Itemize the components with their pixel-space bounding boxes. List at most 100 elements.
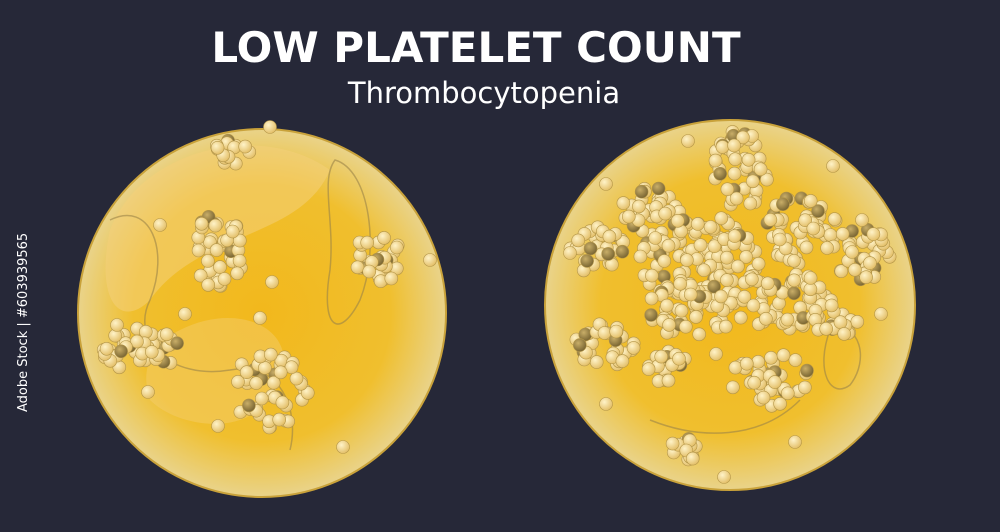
platelet bbox=[626, 341, 641, 355]
platelet bbox=[249, 376, 264, 390]
platelet bbox=[275, 395, 290, 410]
platelet bbox=[654, 349, 669, 364]
platelet bbox=[837, 327, 852, 341]
platelet bbox=[272, 412, 287, 427]
platelet bbox=[658, 206, 673, 221]
plasma-outline bbox=[326, 159, 371, 325]
platelet bbox=[210, 141, 225, 155]
platelet bbox=[787, 253, 801, 268]
platelet bbox=[739, 356, 754, 371]
platelet bbox=[657, 254, 672, 268]
platelet bbox=[589, 355, 604, 369]
platelet bbox=[717, 470, 731, 484]
platelet bbox=[736, 130, 750, 145]
platelet bbox=[760, 172, 774, 187]
platelet bbox=[788, 435, 802, 449]
platelet bbox=[289, 371, 304, 386]
platelet bbox=[201, 254, 215, 268]
platelet bbox=[803, 271, 818, 285]
platelet bbox=[599, 177, 613, 191]
platelet bbox=[820, 241, 834, 255]
platelet bbox=[665, 436, 680, 451]
platelet bbox=[745, 272, 759, 287]
platelet bbox=[673, 276, 688, 291]
platelet bbox=[697, 263, 711, 278]
platelet bbox=[799, 240, 814, 255]
platelet bbox=[273, 365, 288, 380]
platelet bbox=[242, 398, 256, 413]
plasma-outline bbox=[649, 399, 801, 434]
platelet bbox=[718, 319, 733, 334]
platelet bbox=[756, 390, 771, 405]
platelet bbox=[263, 347, 278, 362]
platelet bbox=[772, 232, 787, 247]
platelet bbox=[597, 326, 612, 340]
platelet bbox=[263, 120, 277, 134]
platelet bbox=[634, 184, 649, 199]
platelet bbox=[662, 318, 676, 332]
platelet bbox=[728, 152, 743, 166]
platelet bbox=[773, 396, 787, 411]
platelet bbox=[632, 199, 646, 214]
platelet bbox=[759, 311, 773, 326]
platelet bbox=[258, 361, 272, 375]
platelet bbox=[798, 213, 813, 227]
platelet bbox=[110, 318, 124, 332]
platelet bbox=[746, 298, 761, 313]
title: LOW PLATELET COUNT bbox=[211, 23, 741, 72]
platelet bbox=[776, 348, 791, 363]
platelet bbox=[788, 353, 803, 367]
platelet bbox=[232, 253, 247, 268]
platelet bbox=[727, 138, 741, 153]
platelet bbox=[787, 286, 801, 301]
platelet bbox=[621, 209, 636, 224]
platelet bbox=[827, 212, 842, 226]
platelet bbox=[193, 268, 208, 283]
platelet bbox=[644, 291, 659, 306]
platelet bbox=[729, 191, 744, 206]
platelet bbox=[690, 217, 705, 231]
platelet bbox=[715, 140, 730, 154]
platelet bbox=[708, 153, 723, 168]
platelet bbox=[859, 270, 873, 285]
platelet bbox=[191, 243, 206, 258]
platelet bbox=[720, 182, 735, 196]
platelet bbox=[336, 440, 350, 454]
platelet bbox=[648, 231, 663, 245]
platelet bbox=[194, 217, 209, 231]
platelet bbox=[678, 319, 693, 334]
platelet bbox=[741, 153, 756, 167]
platelet bbox=[651, 181, 666, 196]
platelet bbox=[660, 298, 674, 313]
platelet bbox=[423, 253, 437, 267]
platelet bbox=[692, 327, 707, 342]
platelet bbox=[714, 289, 728, 304]
platelet bbox=[231, 374, 245, 389]
platelet bbox=[819, 321, 834, 336]
platelet bbox=[763, 213, 778, 227]
platelet bbox=[141, 385, 155, 399]
platelet bbox=[833, 315, 848, 330]
platelet bbox=[362, 264, 377, 279]
platelet bbox=[745, 174, 760, 189]
platelet bbox=[780, 386, 795, 401]
platelet bbox=[384, 271, 399, 286]
platelet bbox=[225, 224, 240, 239]
platelet bbox=[826, 159, 840, 173]
platelet bbox=[583, 241, 598, 256]
platelet bbox=[874, 307, 888, 321]
platelet bbox=[615, 354, 630, 368]
platelet bbox=[726, 380, 740, 395]
platelet bbox=[713, 167, 728, 181]
platelet bbox=[563, 246, 577, 260]
platelet bbox=[780, 312, 795, 327]
platelet bbox=[571, 233, 586, 248]
platelet bbox=[798, 380, 812, 395]
platelet bbox=[693, 238, 708, 252]
platelet bbox=[787, 273, 802, 288]
platelet bbox=[145, 345, 159, 359]
platelet bbox=[201, 278, 215, 292]
credit: Adobe Stock | #603939565 bbox=[16, 233, 31, 412]
platelet bbox=[743, 196, 758, 211]
